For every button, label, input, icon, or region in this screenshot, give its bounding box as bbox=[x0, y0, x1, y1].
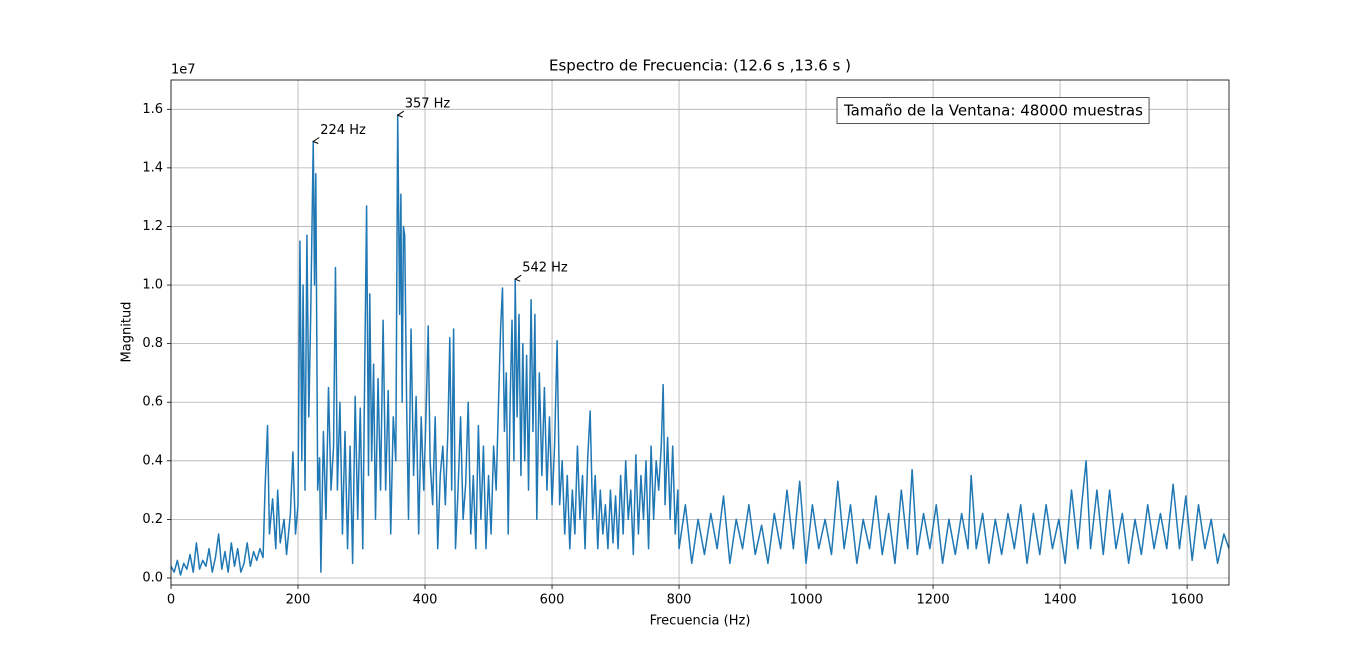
annotation-arrow bbox=[514, 274, 522, 282]
x-axis-label: Frecuencia (Hz) bbox=[650, 614, 751, 629]
y-tick-label: 1.0 bbox=[142, 278, 163, 293]
annotation-arrow bbox=[312, 137, 320, 144]
text-box: Tamaño de la Ventana: 48000 muestras bbox=[836, 97, 1150, 124]
y-axis-label: Magnitud bbox=[120, 302, 135, 363]
y-tick-label: 0.8 bbox=[142, 336, 163, 351]
annotation-label: 224 Hz bbox=[320, 123, 366, 138]
x-tick-label: 800 bbox=[667, 593, 692, 608]
spectrum-line bbox=[171, 114, 1229, 576]
plot-area bbox=[171, 114, 1229, 576]
y-offset-label: 1e7 bbox=[171, 63, 196, 78]
x-tick-label: 600 bbox=[540, 593, 565, 608]
y-tick-label: 1.6 bbox=[142, 102, 163, 117]
y-tick-label: 1.2 bbox=[142, 219, 163, 234]
x-tick-label: 1000 bbox=[790, 593, 823, 608]
x-tick-label: 400 bbox=[413, 593, 438, 608]
x-tick-label: 0 bbox=[167, 593, 175, 608]
axes-frame bbox=[170, 79, 1230, 586]
text-box-label: Tamaño de la Ventana: 48000 muestras bbox=[843, 102, 1143, 120]
y-tick-label: 0.0 bbox=[142, 570, 163, 585]
y-tick-label: 0.4 bbox=[142, 453, 163, 468]
y-tick-label: 1.4 bbox=[142, 160, 163, 175]
x-tick-label: 1600 bbox=[1171, 593, 1204, 608]
annotations: 224 Hz 357 Hz 542 Hz bbox=[312, 97, 568, 282]
annotation-label: 357 Hz bbox=[405, 97, 451, 112]
annotation-label: 542 Hz bbox=[522, 261, 568, 276]
y-tick-label: 0.6 bbox=[142, 395, 163, 410]
x-tick-label: 1200 bbox=[917, 593, 950, 608]
text-box-frame bbox=[836, 97, 1150, 124]
x-tick-label: 200 bbox=[286, 593, 311, 608]
chart-title: Espectro de Frecuencia: (12.6 s ,13.6 s … bbox=[549, 57, 851, 75]
annotation-arrow bbox=[396, 110, 404, 118]
x-tick-label: 1400 bbox=[1044, 593, 1077, 608]
y-tick-label: 0.2 bbox=[142, 512, 163, 527]
